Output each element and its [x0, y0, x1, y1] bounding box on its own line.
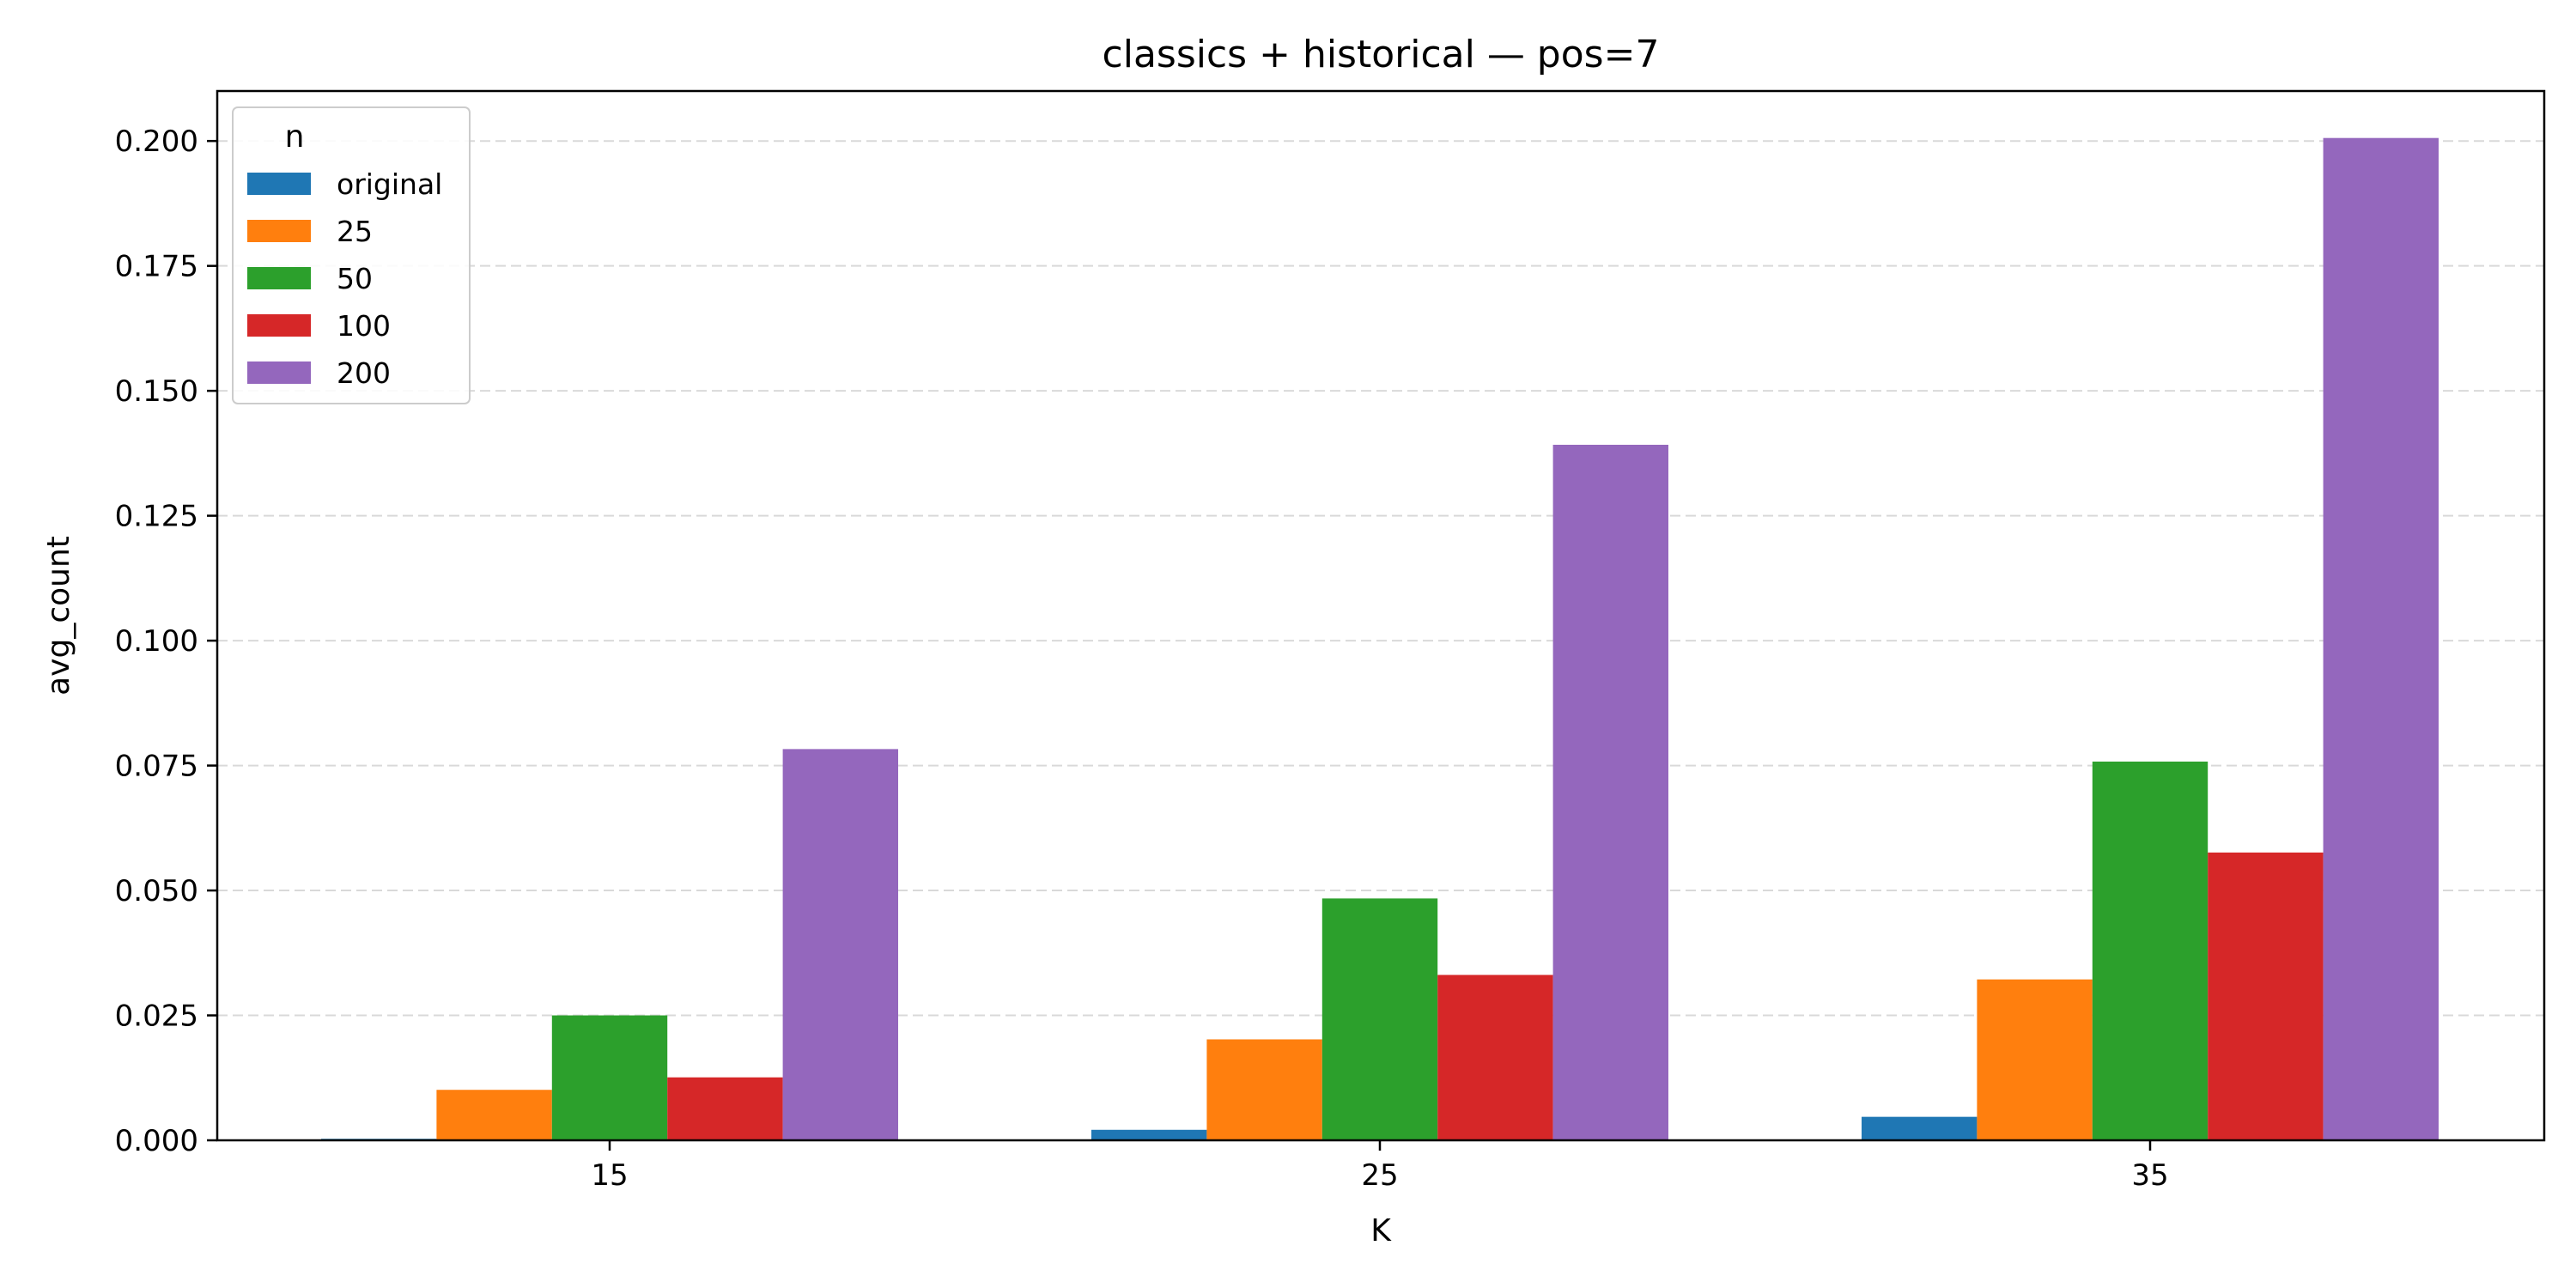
- bar-25-k15: [436, 1090, 552, 1140]
- bar-200-k35: [2323, 137, 2439, 1140]
- bar-original-k35: [1862, 1116, 1978, 1140]
- bar-200-k15: [782, 749, 898, 1140]
- x-axis-ticks: 15 25 35: [591, 1140, 2169, 1193]
- legend-swatch-original: [247, 173, 311, 195]
- y-tick-label: 0.175: [115, 250, 198, 284]
- y-tick-label: 0.125: [115, 500, 198, 534]
- bar-25-k35: [1977, 979, 2093, 1140]
- bar-100-k15: [667, 1077, 783, 1140]
- legend-label-200: 200: [337, 356, 391, 390]
- legend-label-50: 50: [337, 262, 373, 295]
- bars: [321, 137, 2439, 1140]
- bar-50-k25: [1321, 898, 1438, 1140]
- legend-label-original: original: [337, 167, 442, 201]
- legend-label-100: 100: [337, 309, 391, 343]
- bar-25-k25: [1206, 1039, 1322, 1140]
- bar-100-k35: [2208, 852, 2324, 1140]
- legend-swatch-200: [247, 361, 311, 384]
- y-tick-label: 0.075: [115, 750, 198, 784]
- y-axis-label: avg_count: [41, 536, 76, 696]
- y-axis-ticks: 0.000 0.025 0.050 0.075 0.100 0.125 0.150 0.175…: [115, 125, 217, 1158]
- x-tick-label: 35: [2131, 1158, 2168, 1193]
- x-tick-label: 15: [591, 1158, 628, 1193]
- legend-swatch-50: [247, 267, 311, 289]
- y-tick-label: 0.100: [115, 624, 198, 659]
- legend-label-25: 25: [337, 215, 373, 248]
- legend-swatch-100: [247, 314, 311, 337]
- x-axis-label: K: [1370, 1213, 1392, 1249]
- bar-50-k35: [2092, 761, 2208, 1140]
- bar-50-k15: [551, 1015, 668, 1140]
- bar-100-k25: [1437, 975, 1553, 1140]
- legend: n original 25 50 100 200: [232, 106, 471, 404]
- y-tick-label: 0.000: [115, 1124, 198, 1158]
- y-tick-label: 0.050: [115, 874, 198, 908]
- legend-title: n: [285, 119, 305, 155]
- y-tick-label: 0.150: [115, 374, 198, 409]
- legend-swatch-25: [247, 220, 311, 242]
- chart-title: classics + historical — pos=7: [1103, 33, 1660, 76]
- bar-original-k25: [1091, 1129, 1207, 1140]
- y-tick-label: 0.200: [115, 125, 198, 159]
- y-tick-label: 0.025: [115, 999, 198, 1034]
- bar-200-k25: [1552, 444, 1668, 1140]
- x-tick-label: 25: [1361, 1158, 1398, 1193]
